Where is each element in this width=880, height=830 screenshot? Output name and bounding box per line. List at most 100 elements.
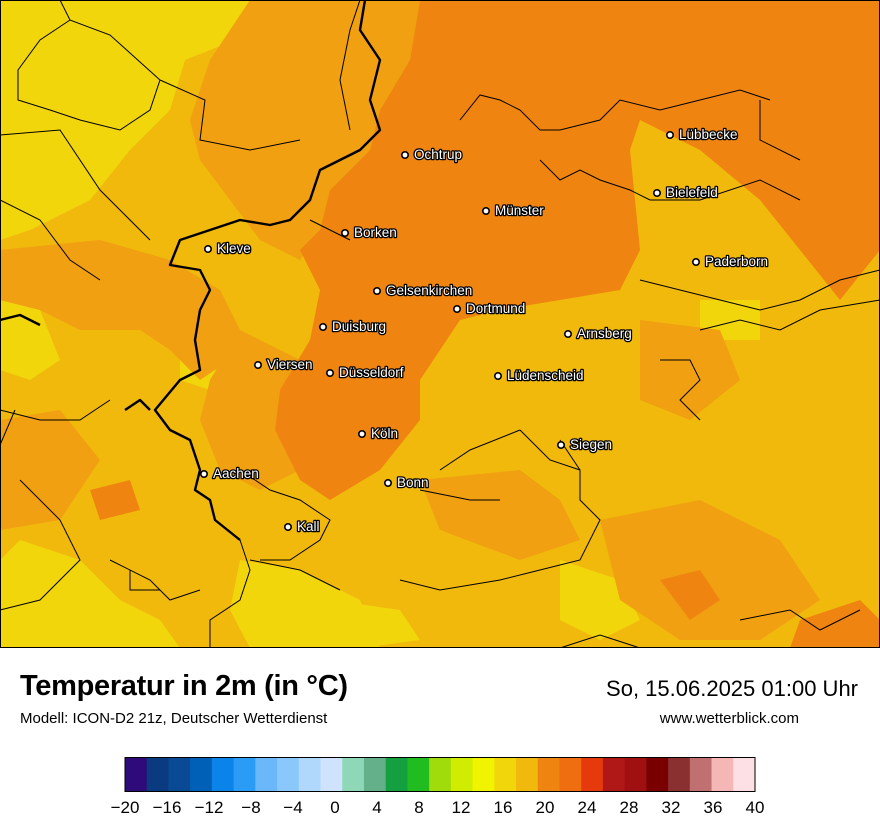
city-marker[interactable]: Kleve <box>203 240 252 257</box>
legend-ticks: −20 −16 −12 −8 −4 0 4 8 12 16 20 24 28 32 36 40 <box>111 798 765 817</box>
legend-swatch <box>385 758 409 791</box>
city-dot-icon <box>652 188 662 198</box>
city-label: Borken <box>354 225 397 240</box>
city-marker[interactable]: Paderborn <box>691 253 769 270</box>
city-label: Siegen <box>570 437 612 452</box>
legend-swatch <box>646 758 669 791</box>
temp-zone-16-18 <box>0 0 760 648</box>
city-marker[interactable]: Duisburg <box>318 318 387 335</box>
temp-zone-22-24 <box>90 0 880 648</box>
city-label: Gelsenkirchen <box>386 283 472 298</box>
legend-frame <box>124 757 756 792</box>
city-dot-icon <box>357 429 367 439</box>
city-marker[interactable]: Bielefeld <box>652 184 719 201</box>
legend-tick-label: 32 <box>662 798 681 817</box>
city-dot-icon <box>253 360 263 370</box>
city-marker[interactable]: Münster <box>481 202 546 219</box>
legend-swatch <box>277 758 300 791</box>
legend-tick-label: 20 <box>536 798 555 817</box>
city-marker[interactable]: Gelsenkirchen <box>372 282 474 299</box>
legend-tick-label: 0 <box>330 798 339 817</box>
city-dot-icon <box>481 206 491 216</box>
legend-swatch <box>407 758 430 791</box>
color-legend: −20 −16 −12 −8 −4 0 4 8 12 16 20 24 28 32 36 40 <box>111 757 765 817</box>
city-dot-icon <box>556 440 566 450</box>
city-dot-icon <box>318 322 328 332</box>
city-label: Paderborn <box>705 254 768 269</box>
city-dot-icon <box>400 150 410 160</box>
city-marker[interactable]: Köln <box>357 425 399 442</box>
city-marker[interactable]: Siegen <box>556 436 613 453</box>
city-marker[interactable]: Lübbecke <box>665 126 739 143</box>
legend-tick-label: 4 <box>372 798 381 817</box>
city-dot-icon <box>325 368 335 378</box>
legend-swatch <box>233 758 256 791</box>
city-dot-icon <box>452 304 462 314</box>
legend-swatch <box>168 758 191 791</box>
city-marker[interactable]: Ochtrup <box>400 146 463 163</box>
legend-swatch <box>537 758 561 791</box>
city-label: Duisburg <box>332 319 386 334</box>
legend-tick-label: 28 <box>620 798 639 817</box>
city-marker[interactable]: Dortmund <box>452 300 527 317</box>
city-marker[interactable]: Borken <box>340 224 398 241</box>
legend-swatch <box>711 758 734 791</box>
legend-tick-label: 36 <box>704 798 723 817</box>
city-marker[interactable]: Kall <box>283 518 321 535</box>
city-marker[interactable]: Düsseldorf <box>325 364 405 381</box>
model-source: Modell: ICON-D2 21z, Deutscher Wetterdie… <box>20 710 328 727</box>
city-marker[interactable]: Bonn <box>383 474 430 491</box>
legend-tick-label: 24 <box>578 798 597 817</box>
legend-swatch <box>472 758 495 791</box>
legend-swatch <box>146 758 170 791</box>
city-dot-icon <box>283 522 293 532</box>
legend-swatch <box>125 758 148 791</box>
legend-tick-label: −16 <box>153 798 182 817</box>
city-label: Köln <box>371 426 398 441</box>
legend-swatch <box>429 758 452 791</box>
city-label: Kleve <box>217 241 251 256</box>
city-markers: Lübbecke Ochtrup Bielefeld Münster Kleve… <box>199 126 769 535</box>
city-dot-icon <box>372 286 382 296</box>
legend-tick-label: 40 <box>746 798 765 817</box>
national-borders <box>0 0 382 541</box>
temperature-map: Lübbecke Ochtrup Bielefeld Münster Kleve… <box>0 0 880 648</box>
city-marker[interactable]: Aachen <box>199 465 260 482</box>
legend-swatch <box>581 758 604 791</box>
city-label: Dortmund <box>466 301 525 316</box>
temp-zone-20-22 <box>0 0 820 640</box>
legend-swatch <box>363 758 387 791</box>
city-label: Lübbecke <box>679 127 738 142</box>
legend-swatch <box>494 758 517 791</box>
legend-swatch <box>733 758 756 791</box>
city-dot-icon <box>340 228 350 238</box>
city-dot-icon <box>493 371 503 381</box>
city-marker[interactable]: Arnsberg <box>563 325 633 342</box>
legend-tick-label: −4 <box>283 798 302 817</box>
city-label: Kall <box>297 519 320 534</box>
website-link[interactable]: www.wetterblick.com <box>659 710 799 727</box>
city-label: Bielefeld <box>666 185 718 200</box>
legend-swatch <box>668 758 691 791</box>
city-label: Viersen <box>267 357 313 372</box>
legend-swatch <box>516 758 539 791</box>
legend-swatches <box>125 758 756 791</box>
city-dot-icon <box>691 257 701 267</box>
legend-tick-label: 8 <box>414 798 423 817</box>
city-marker[interactable]: Lüdenscheid <box>493 367 585 384</box>
map-title: Temperatur in 2m (in °C) <box>20 670 348 702</box>
city-dot-icon <box>199 469 209 479</box>
city-label: Arnsberg <box>577 326 632 341</box>
regional-borders <box>0 0 880 648</box>
city-dot-icon <box>563 329 573 339</box>
legend-swatch <box>211 758 235 791</box>
city-dot-icon <box>203 244 213 254</box>
legend-tick-label: −12 <box>195 798 224 817</box>
legend-swatch <box>255 758 278 791</box>
legend-swatch <box>624 758 647 791</box>
city-marker[interactable]: Viersen <box>253 356 314 373</box>
legend-swatch <box>190 758 213 791</box>
legend-swatch <box>602 758 626 791</box>
legend-tick-label: 12 <box>452 798 471 817</box>
legend-swatch <box>559 758 582 791</box>
